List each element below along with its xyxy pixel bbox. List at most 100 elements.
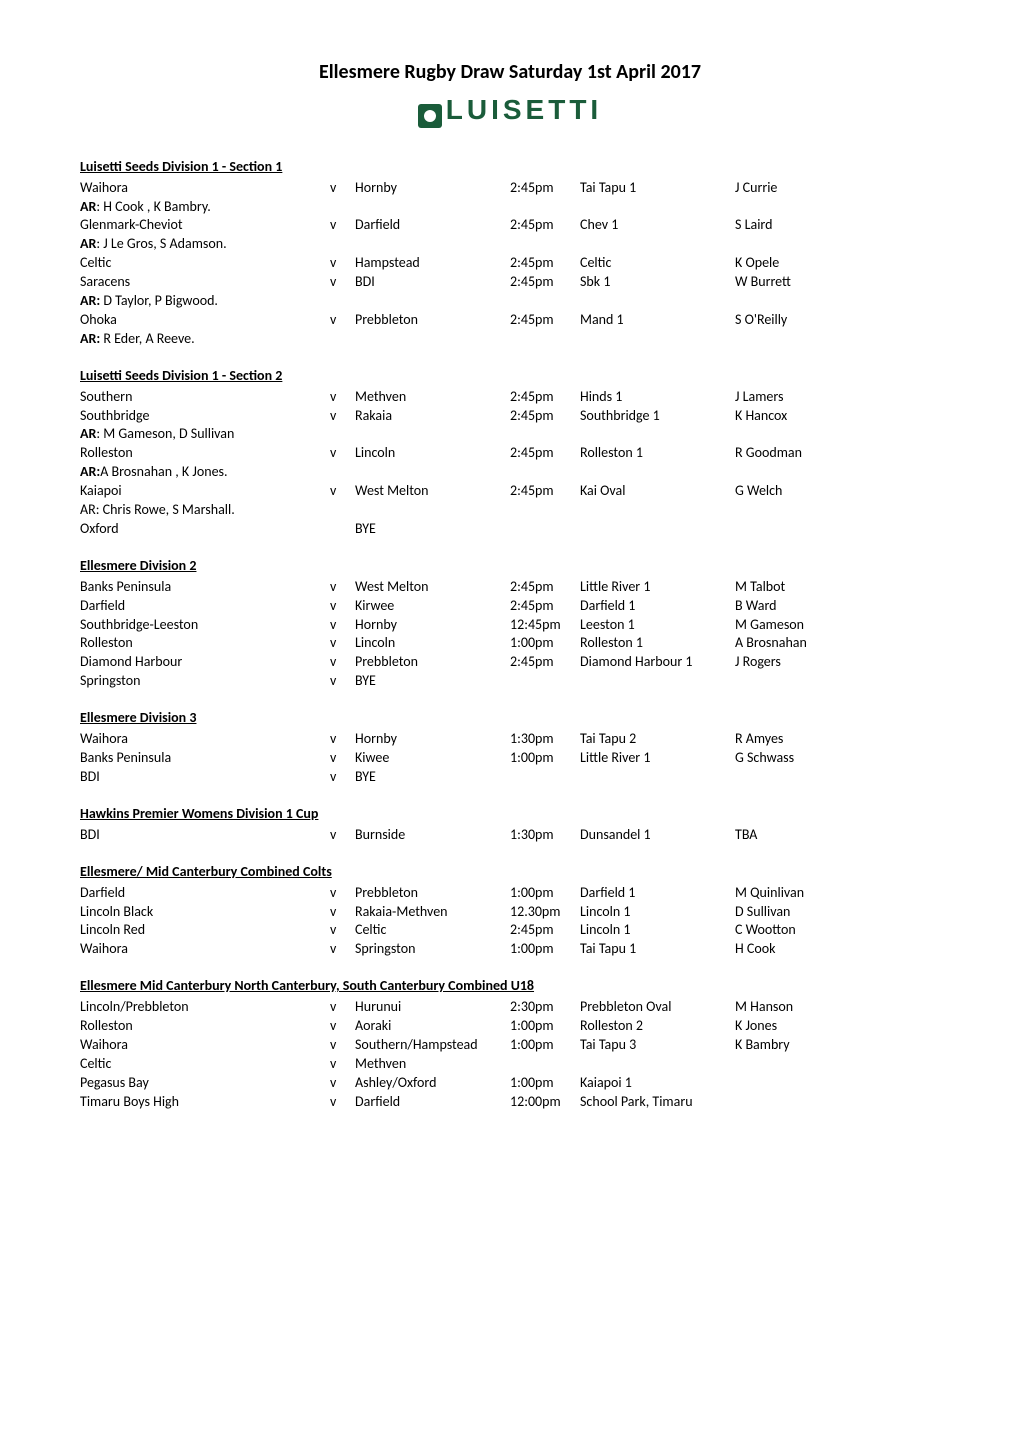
- referee: K Opele: [735, 254, 779, 273]
- home-team: Pegasus Bay: [80, 1074, 330, 1093]
- home-team: Ohoka: [80, 311, 330, 330]
- home-team: Springston: [80, 672, 330, 691]
- kickoff-time: 2:45pm: [510, 216, 580, 235]
- fixture-row: Glenmark-CheviotvDarfield2:45pmChev 1S L…: [80, 216, 940, 235]
- venue: Prebbleton Oval: [580, 998, 735, 1017]
- kickoff-time: 2:45pm: [510, 179, 580, 198]
- venue: Leeston 1: [580, 616, 735, 635]
- fixture-row: SouthbridgevRakaia2:45pmSouthbridge 1K H…: [80, 407, 940, 426]
- referee: K Jones: [735, 1017, 777, 1036]
- home-team: BDI: [80, 826, 330, 845]
- home-team: BDI: [80, 768, 330, 787]
- fixture-row: Diamond HarbourvPrebbleton2:45pmDiamond …: [80, 653, 940, 672]
- versus-label: v: [330, 903, 355, 922]
- versus-label: v: [330, 1036, 355, 1055]
- away-team: Celtic: [355, 921, 510, 940]
- referee: J Rogers: [735, 653, 781, 672]
- home-team: Diamond Harbour: [80, 653, 330, 672]
- versus-label: v: [330, 578, 355, 597]
- section-block: Ellesmere Division 3WaihoravHornby1:30pm…: [80, 709, 940, 787]
- ar-names: : M Gameson, D Sullivan: [96, 425, 234, 442]
- kickoff-time: [510, 1055, 580, 1074]
- away-team: Hornby: [355, 179, 510, 198]
- kickoff-time: 1:00pm: [510, 1017, 580, 1036]
- assistant-referee-row: AR: M Gameson, D Sullivan: [80, 425, 940, 444]
- section-heading: Hawkins Premier Womens Division 1 Cup: [80, 805, 940, 822]
- venue: Lincoln 1: [580, 921, 735, 940]
- ar-label: AR: [80, 425, 96, 442]
- home-team: Darfield: [80, 597, 330, 616]
- ar-names: D Taylor, P Bigwood.: [100, 292, 218, 309]
- fixture-row: CelticvMethven: [80, 1055, 940, 1074]
- away-team: Hurunui: [355, 998, 510, 1017]
- fixture-row: WaihoravSpringston1:00pmTai Tapu 1H Cook: [80, 940, 940, 959]
- kickoff-time: [510, 672, 580, 691]
- venue: Tai Tapu 1: [580, 179, 735, 198]
- venue: Kai Oval: [580, 482, 735, 501]
- away-team: Prebbleton: [355, 311, 510, 330]
- referee: J Currie: [735, 179, 777, 198]
- versus-label: v: [330, 826, 355, 845]
- assistant-referee-row: AR: Chris Rowe, S Marshall.: [80, 501, 940, 520]
- versus-label: v: [330, 672, 355, 691]
- versus-label: v: [330, 616, 355, 635]
- versus-label: v: [330, 311, 355, 330]
- fixture-row: SpringstonvBYE: [80, 672, 940, 691]
- away-team: Aoraki: [355, 1017, 510, 1036]
- home-team: Darfield: [80, 884, 330, 903]
- section-heading: Luisetti Seeds Division 1 - Section 2: [80, 367, 940, 384]
- fixture-row: Timaru Boys HighvDarfield12:00pmSchool P…: [80, 1093, 940, 1112]
- section-block: Ellesmere/ Mid Canterbury Combined Colts…: [80, 863, 940, 960]
- referee: W Burrett: [735, 273, 791, 292]
- away-team: Southern/Hampstead: [355, 1036, 510, 1055]
- versus-label: v: [330, 940, 355, 959]
- away-team: Methven: [355, 388, 510, 407]
- referee: M Talbot: [735, 578, 785, 597]
- versus-label: v: [330, 1017, 355, 1036]
- assistant-referee-row: AR: D Taylor, P Bigwood.: [80, 292, 940, 311]
- fixture-row: Lincoln RedvCeltic2:45pmLincoln 1C Woott…: [80, 921, 940, 940]
- kickoff-time: 12:45pm: [510, 616, 580, 635]
- referee: M Hanson: [735, 998, 793, 1017]
- logo-icon: [418, 104, 442, 128]
- versus-label: v: [330, 216, 355, 235]
- venue: [580, 672, 735, 691]
- home-team: Saracens: [80, 273, 330, 292]
- away-team: Kirwee: [355, 597, 510, 616]
- versus-label: v: [330, 998, 355, 1017]
- referee: K Bambry: [735, 1036, 790, 1055]
- venue: Mand 1: [580, 311, 735, 330]
- venue: Tai Tapu 1: [580, 940, 735, 959]
- kickoff-time: 12:00pm: [510, 1093, 580, 1112]
- home-team: Southbridge: [80, 407, 330, 426]
- versus-label: v: [330, 1093, 355, 1112]
- home-team: Southern: [80, 388, 330, 407]
- kickoff-time: [510, 520, 580, 539]
- page-title: Ellesmere Rugby Draw Saturday 1st April …: [80, 60, 940, 84]
- kickoff-time: 2:45pm: [510, 578, 580, 597]
- fixture-row: KaiapoivWest Melton2:45pmKai OvalG Welch: [80, 482, 940, 501]
- home-team: Waihora: [80, 730, 330, 749]
- ar-names: : H Cook , K Bambry.: [96, 198, 210, 215]
- home-team: Banks Peninsula: [80, 578, 330, 597]
- fixture-row: BDIvBYE: [80, 768, 940, 787]
- away-team: Darfield: [355, 216, 510, 235]
- home-team: Waihora: [80, 179, 330, 198]
- venue: Rolleston 2: [580, 1017, 735, 1036]
- versus-label: v: [330, 884, 355, 903]
- fixture-row: Banks PeninsulavKiwee1:00pmLittle River …: [80, 749, 940, 768]
- versus-label: v: [330, 730, 355, 749]
- venue: Dunsandel 1: [580, 826, 735, 845]
- venue: Kaiapoi 1: [580, 1074, 735, 1093]
- referee: M Quinlivan: [735, 884, 804, 903]
- sections-container: Luisetti Seeds Division 1 - Section 1 Wai…: [80, 158, 940, 1112]
- ar-label: AR:: [80, 463, 100, 480]
- versus-label: v: [330, 407, 355, 426]
- referee: G Schwass: [735, 749, 794, 768]
- section-heading: Luisetti Seeds Division 1 - Section 1: [80, 158, 940, 175]
- home-team: Lincoln Black: [80, 903, 330, 922]
- versus-label: v: [330, 597, 355, 616]
- ar-label: AR:: [80, 330, 100, 347]
- versus-label: v: [330, 921, 355, 940]
- referee: G Welch: [735, 482, 782, 501]
